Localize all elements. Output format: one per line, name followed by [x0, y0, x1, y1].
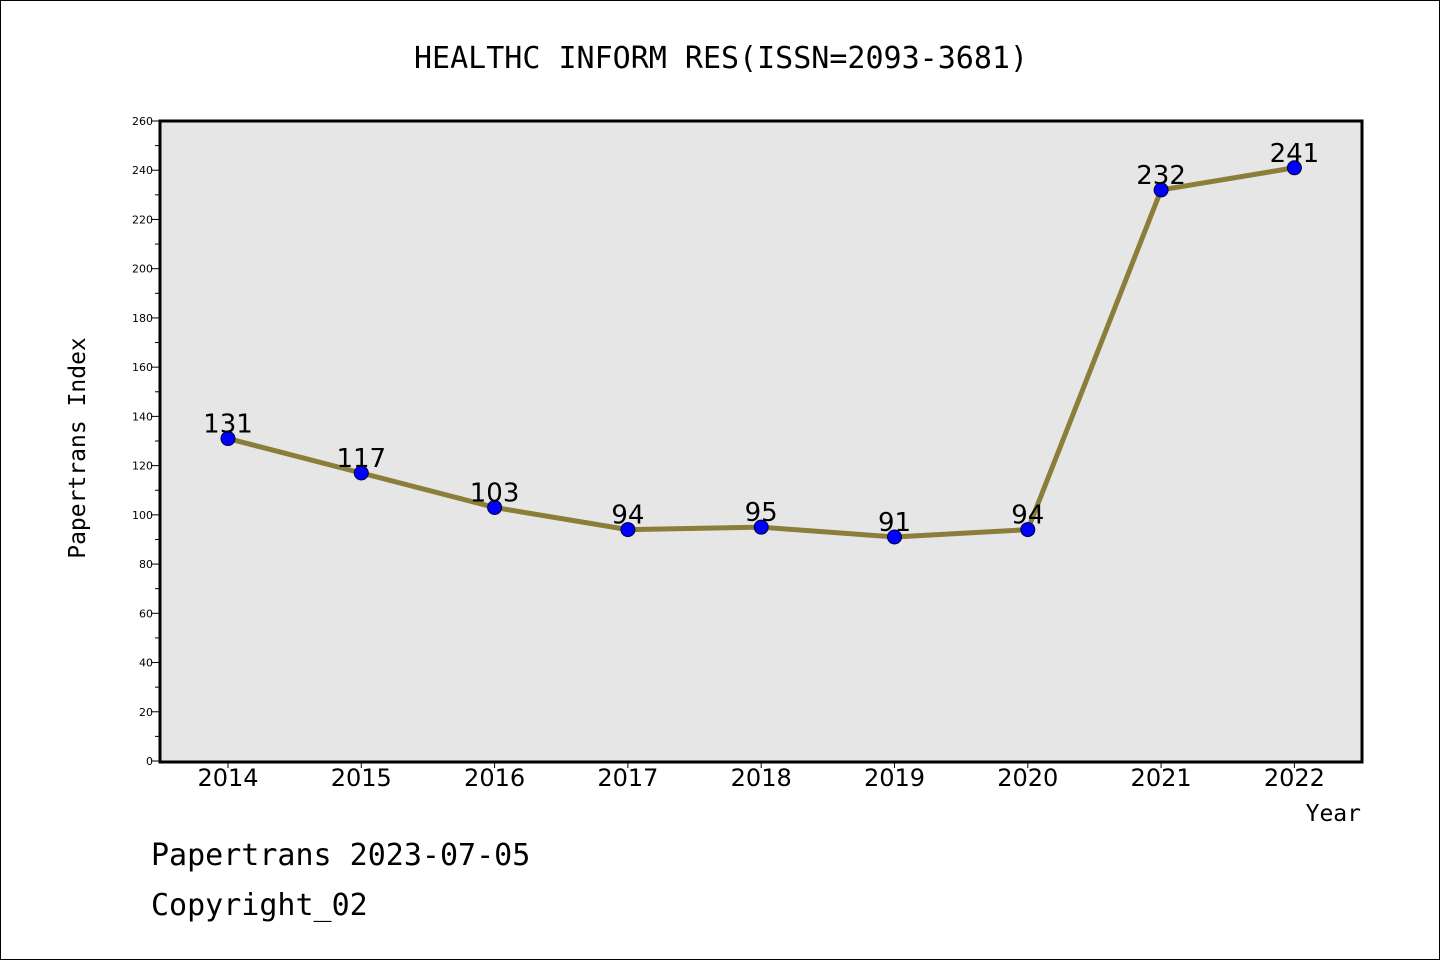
y-tick-label-200: 200 [132, 263, 153, 276]
chart-title: HEALTHC INFORM RES(ISSN=2093-3681) [414, 41, 1028, 76]
y-tick-label-120: 120 [132, 460, 153, 473]
data-label-2014: 131 [203, 410, 253, 440]
footer-date: Papertrans 2023-07-05 [151, 838, 530, 873]
data-label-2015: 117 [336, 444, 386, 474]
x-tick-label-2014: 2014 [197, 764, 258, 792]
data-labels-group: 131 117 103 94 95 91 94 232 241 [203, 139, 1319, 538]
data-label-2017: 94 [611, 501, 644, 531]
data-points-group [220, 160, 1302, 545]
x-tick-label-2021: 2021 [1131, 764, 1192, 792]
y-tick-label-80: 80 [139, 558, 153, 571]
x-tick-label-2016: 2016 [464, 764, 525, 792]
data-label-2022: 241 [1270, 139, 1320, 169]
data-point-2021 [1153, 182, 1169, 198]
data-point-2022 [1286, 160, 1302, 176]
data-label-2019: 91 [878, 508, 911, 538]
data-point-2020 [1020, 522, 1036, 538]
x-tick-label-2017: 2017 [597, 764, 658, 792]
y-tick-label-240: 240 [132, 164, 153, 177]
data-label-2016: 103 [470, 478, 520, 508]
x-tick-label-2015: 2015 [331, 764, 392, 792]
x-tick-label-2018: 2018 [731, 764, 792, 792]
x-tick-label-2022: 2022 [1264, 764, 1325, 792]
data-point-2017 [620, 522, 636, 538]
y-tick-label-100: 100 [132, 509, 153, 522]
x-tick-label-2019: 2019 [864, 764, 925, 792]
data-label-2021: 232 [1136, 161, 1186, 191]
x-tick-label-2020: 2020 [997, 764, 1058, 792]
y-axis-label: Papertrans Index [65, 337, 91, 559]
y-tick-label-20: 20 [139, 706, 153, 719]
data-point-2018 [753, 519, 769, 535]
y-axis: 0 20 40 60 80 100 120 140 160 180 200 220 240 260 [132, 115, 160, 768]
y-tick-label-160: 160 [132, 361, 153, 374]
data-label-2020: 94 [1011, 501, 1044, 531]
x-axis-label: Year [1306, 801, 1361, 827]
data-label-2018: 95 [745, 498, 778, 528]
plot-area [158, 119, 1364, 764]
data-point-2015 [353, 465, 369, 481]
data-point-2014 [220, 431, 236, 447]
y-tick-label-0: 0 [146, 755, 153, 768]
footer-copyright: Copyright_02 [151, 888, 368, 923]
y-tick-label-260: 260 [132, 115, 153, 128]
x-axis: 2014 2015 2016 2017 2018 2019 2020 2021 2022 [197, 762, 1325, 792]
y-tick-label-140: 140 [132, 410, 153, 423]
y-tick-label-40: 40 [139, 657, 153, 670]
y-tick-label-60: 60 [139, 607, 153, 620]
y-tick-label-220: 220 [132, 213, 153, 226]
data-point-2016 [487, 499, 503, 515]
y-tick-label-180: 180 [132, 312, 153, 325]
data-point-2019 [887, 529, 902, 545]
